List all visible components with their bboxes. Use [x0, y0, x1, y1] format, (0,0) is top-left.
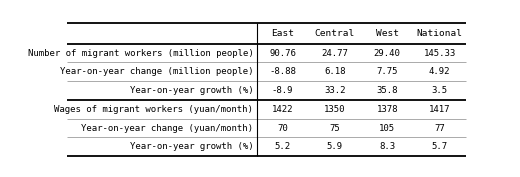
Text: 5.2: 5.2	[275, 142, 291, 151]
Text: 35.8: 35.8	[376, 86, 398, 95]
Text: 1422: 1422	[272, 105, 293, 114]
Text: 29.40: 29.40	[374, 48, 400, 58]
Text: 7.75: 7.75	[376, 67, 398, 76]
Text: 105: 105	[379, 124, 395, 133]
Text: 1350: 1350	[324, 105, 346, 114]
Text: West: West	[375, 29, 399, 38]
Text: East: East	[271, 29, 294, 38]
Text: Wages of migrant workers (yuan/month): Wages of migrant workers (yuan/month)	[55, 105, 253, 114]
Text: National: National	[417, 29, 463, 38]
Text: 8.3: 8.3	[379, 142, 395, 151]
Text: 24.77: 24.77	[321, 48, 348, 58]
Text: 1417: 1417	[429, 105, 450, 114]
Text: 145.33: 145.33	[423, 48, 456, 58]
Text: 90.76: 90.76	[269, 48, 296, 58]
Text: 70: 70	[277, 124, 288, 133]
Text: 4.92: 4.92	[429, 67, 450, 76]
Text: 6.18: 6.18	[324, 67, 346, 76]
Text: Year-on-year growth (%): Year-on-year growth (%)	[129, 86, 253, 95]
Text: 77: 77	[434, 124, 445, 133]
Text: Central: Central	[315, 29, 355, 38]
Text: Number of migrant workers (million people): Number of migrant workers (million peopl…	[28, 48, 253, 58]
Text: 1378: 1378	[376, 105, 398, 114]
Text: Year-on-year growth (%): Year-on-year growth (%)	[129, 142, 253, 151]
Text: Year-on-year change (yuan/month): Year-on-year change (yuan/month)	[81, 124, 253, 133]
Text: 75: 75	[330, 124, 340, 133]
Text: 3.5: 3.5	[432, 86, 448, 95]
Text: -8.9: -8.9	[272, 86, 293, 95]
Text: 5.7: 5.7	[432, 142, 448, 151]
Text: Year-on-year change (million people): Year-on-year change (million people)	[60, 67, 253, 76]
Text: -8.88: -8.88	[269, 67, 296, 76]
Text: 33.2: 33.2	[324, 86, 346, 95]
Text: 5.9: 5.9	[327, 142, 343, 151]
